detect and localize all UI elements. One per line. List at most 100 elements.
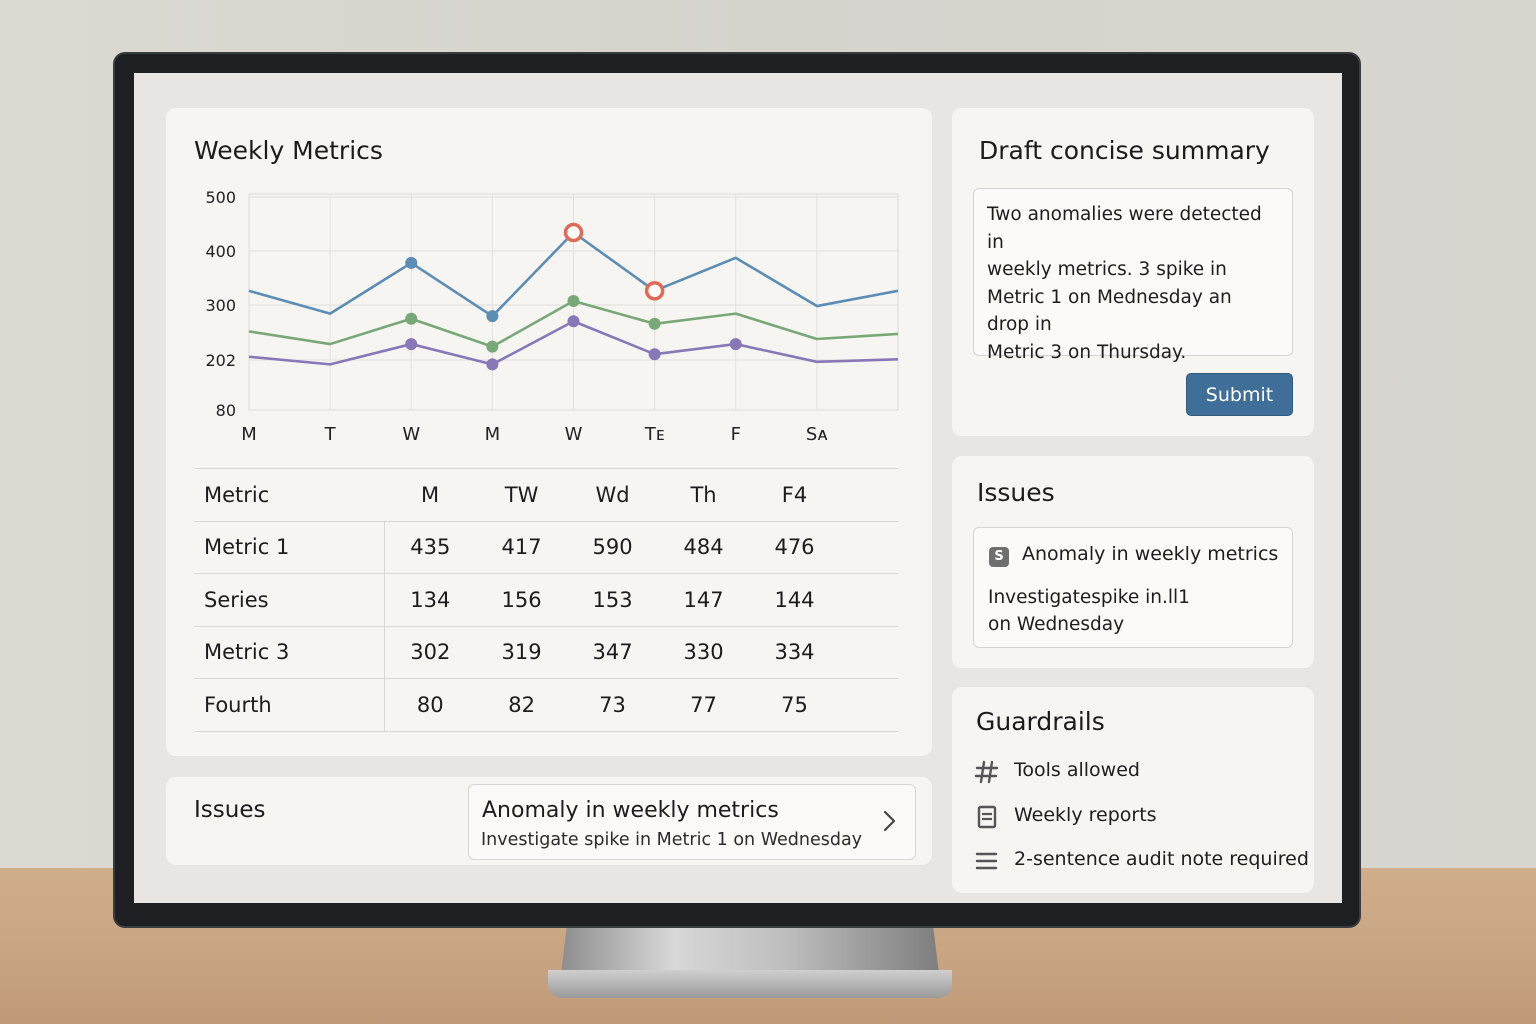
x-tick-label: W bbox=[402, 424, 420, 445]
issue-link-description: Investigate spike in Metric 1 on Wednesd… bbox=[481, 830, 863, 850]
table-spacer bbox=[840, 573, 898, 626]
data-point bbox=[729, 338, 742, 351]
data-point bbox=[648, 317, 661, 330]
table-spacer bbox=[840, 678, 898, 732]
table-spacer bbox=[840, 625, 898, 679]
table-cell: 77 bbox=[658, 678, 749, 732]
x-tick-label: Tᴇ bbox=[644, 424, 665, 445]
table-header-cell: F4 bbox=[749, 468, 840, 521]
table-header-row: Metric M TW Wd Th F4 bbox=[194, 468, 898, 521]
table-cell: 417 bbox=[476, 520, 568, 574]
table-cell: 590 bbox=[567, 520, 659, 574]
table-cell: 476 bbox=[749, 520, 840, 574]
issue-item-description: Investigatespike in.ll1 on Wednesday bbox=[988, 584, 1288, 638]
table-cell: 134 bbox=[384, 573, 477, 626]
chevron-right-icon[interactable] bbox=[877, 809, 901, 833]
issue-item-title: Anomaly in weekly metrics bbox=[1022, 543, 1279, 565]
x-tick-label: T bbox=[324, 424, 337, 445]
anomaly-point bbox=[644, 281, 665, 301]
table-cell: 334 bbox=[749, 625, 840, 679]
table-header-cell: Wd bbox=[567, 468, 659, 521]
draft-summary-title: Draft concise summary bbox=[979, 136, 1270, 165]
summary-line: Metric 3 on Thursday. bbox=[987, 341, 1187, 363]
monitor-screen: Weekly Metrics 500 400 300 202 80 M T W M W Tᴇ F Sᴀ … bbox=[134, 73, 1342, 903]
table-cell: 153 bbox=[567, 573, 659, 626]
data-point bbox=[405, 312, 418, 325]
y-tick-label: 400 bbox=[205, 242, 236, 261]
guardrail-label: 2-sentence audit note required bbox=[1014, 848, 1309, 870]
table-header-cell: Th bbox=[658, 468, 749, 521]
weekly-metrics-card: Weekly Metrics 500 400 300 202 80 M T W M W Tᴇ F Sᴀ … bbox=[166, 108, 932, 756]
guardrails-title: Guardrails bbox=[976, 707, 1105, 736]
table-cell: Metric 3 bbox=[194, 625, 385, 679]
s-badge-icon: S bbox=[989, 547, 1009, 567]
y-tick-label: 80 bbox=[216, 401, 236, 420]
table-row: Metric 3 302 319 347 330 334 bbox=[194, 625, 898, 679]
table-cell: 319 bbox=[476, 625, 568, 679]
table-cell: 144 bbox=[749, 573, 840, 626]
table-cell: 75 bbox=[749, 678, 840, 732]
metrics-line-chart: 500 400 300 202 80 M T W M W Tᴇ F Sᴀ bbox=[205, 188, 899, 445]
guardrail-item-tools: Tools allowed bbox=[974, 757, 1304, 787]
table-header-spacer bbox=[840, 468, 898, 521]
issues-card: Issues S Anomaly in weekly metrics Inves… bbox=[952, 456, 1314, 668]
table-spacer bbox=[840, 520, 898, 574]
summary-textarea[interactable]: Two anomalies were detected in weekly me… bbox=[973, 188, 1293, 363]
issue-desc-line: Investigatespike in.ll1 bbox=[988, 587, 1190, 608]
issues-bar-title: Issues bbox=[194, 797, 266, 823]
table-header-cell: Metric bbox=[194, 468, 384, 521]
summary-line: Metric 1 on Mednesday an drop in bbox=[987, 286, 1232, 336]
data-point bbox=[567, 294, 580, 307]
metrics-table: Metric M TW Wd Th F4 Metric 1 435 417 59… bbox=[194, 468, 898, 732]
y-tick-label: 300 bbox=[205, 296, 236, 315]
anomaly-point bbox=[563, 222, 584, 243]
submit-button[interactable]: Submit bbox=[1186, 373, 1293, 416]
table-header-cell: M bbox=[384, 468, 477, 521]
data-point bbox=[405, 256, 418, 269]
table-cell: 156 bbox=[476, 573, 568, 626]
table-cell: 73 bbox=[567, 678, 659, 732]
summary-line: Two anomalies were detected in bbox=[987, 204, 1262, 253]
x-tick-label: W bbox=[565, 424, 583, 445]
table-row: Metric 1 435 417 590 484 476 bbox=[194, 520, 898, 574]
monitor-base bbox=[548, 970, 952, 998]
table-cell: 82 bbox=[476, 678, 568, 732]
x-tick-label: M bbox=[485, 424, 501, 445]
document-icon bbox=[977, 805, 997, 829]
x-tick-label: F bbox=[731, 424, 741, 445]
draft-summary-card: Draft concise summary Two anomalies were… bbox=[952, 108, 1314, 436]
table-cell: 435 bbox=[384, 520, 477, 574]
x-tick-label: Sᴀ bbox=[806, 424, 828, 445]
table-cell: 484 bbox=[658, 520, 749, 574]
data-point bbox=[405, 338, 418, 351]
issue-desc-line: on Wednesday bbox=[988, 614, 1125, 635]
table-cell: 147 bbox=[658, 573, 749, 626]
table-cell: Metric 1 bbox=[194, 520, 385, 574]
guardrail-item-reports: Weekly reports bbox=[974, 802, 1304, 832]
hash-icon bbox=[974, 760, 999, 784]
guardrail-label: Tools allowed bbox=[1014, 759, 1140, 781]
guardrails-card: Guardrails Tools allowed Weekly reports bbox=[952, 687, 1314, 893]
guardrail-label: Weekly reports bbox=[1014, 804, 1157, 826]
table-row: Fourth 80 82 73 77 75 bbox=[194, 678, 898, 732]
issue-item[interactable]: S Anomaly in weekly metrics Investigates… bbox=[973, 527, 1293, 648]
table-header-cell: TW bbox=[476, 468, 568, 521]
issues-title: Issues bbox=[977, 478, 1055, 507]
issues-bar-card: Issues Anomaly in weekly metrics Investi… bbox=[166, 777, 932, 865]
table-cell: 330 bbox=[658, 625, 749, 679]
table-row: Series 134 156 153 147 144 bbox=[194, 573, 898, 626]
table-cell: 347 bbox=[567, 625, 659, 679]
data-point bbox=[486, 310, 499, 323]
x-tick-label: M bbox=[241, 424, 257, 445]
issue-link-row[interactable]: Anomaly in weekly metrics Investigate sp… bbox=[468, 784, 916, 860]
data-point bbox=[648, 348, 661, 361]
y-tick-label: 202 bbox=[205, 351, 236, 370]
metrics-title: Weekly Metrics bbox=[194, 136, 383, 165]
table-cell: Series bbox=[194, 573, 385, 626]
summary-line: weekly metrics. 3 spike in bbox=[987, 259, 1227, 280]
guardrail-item-audit: 2-sentence audit note required bbox=[974, 846, 1309, 876]
table-cell: Fourth bbox=[194, 678, 385, 732]
issue-link-title: Anomaly in weekly metrics bbox=[482, 798, 779, 823]
lines-icon bbox=[975, 852, 998, 870]
table-cell: 302 bbox=[384, 625, 477, 679]
